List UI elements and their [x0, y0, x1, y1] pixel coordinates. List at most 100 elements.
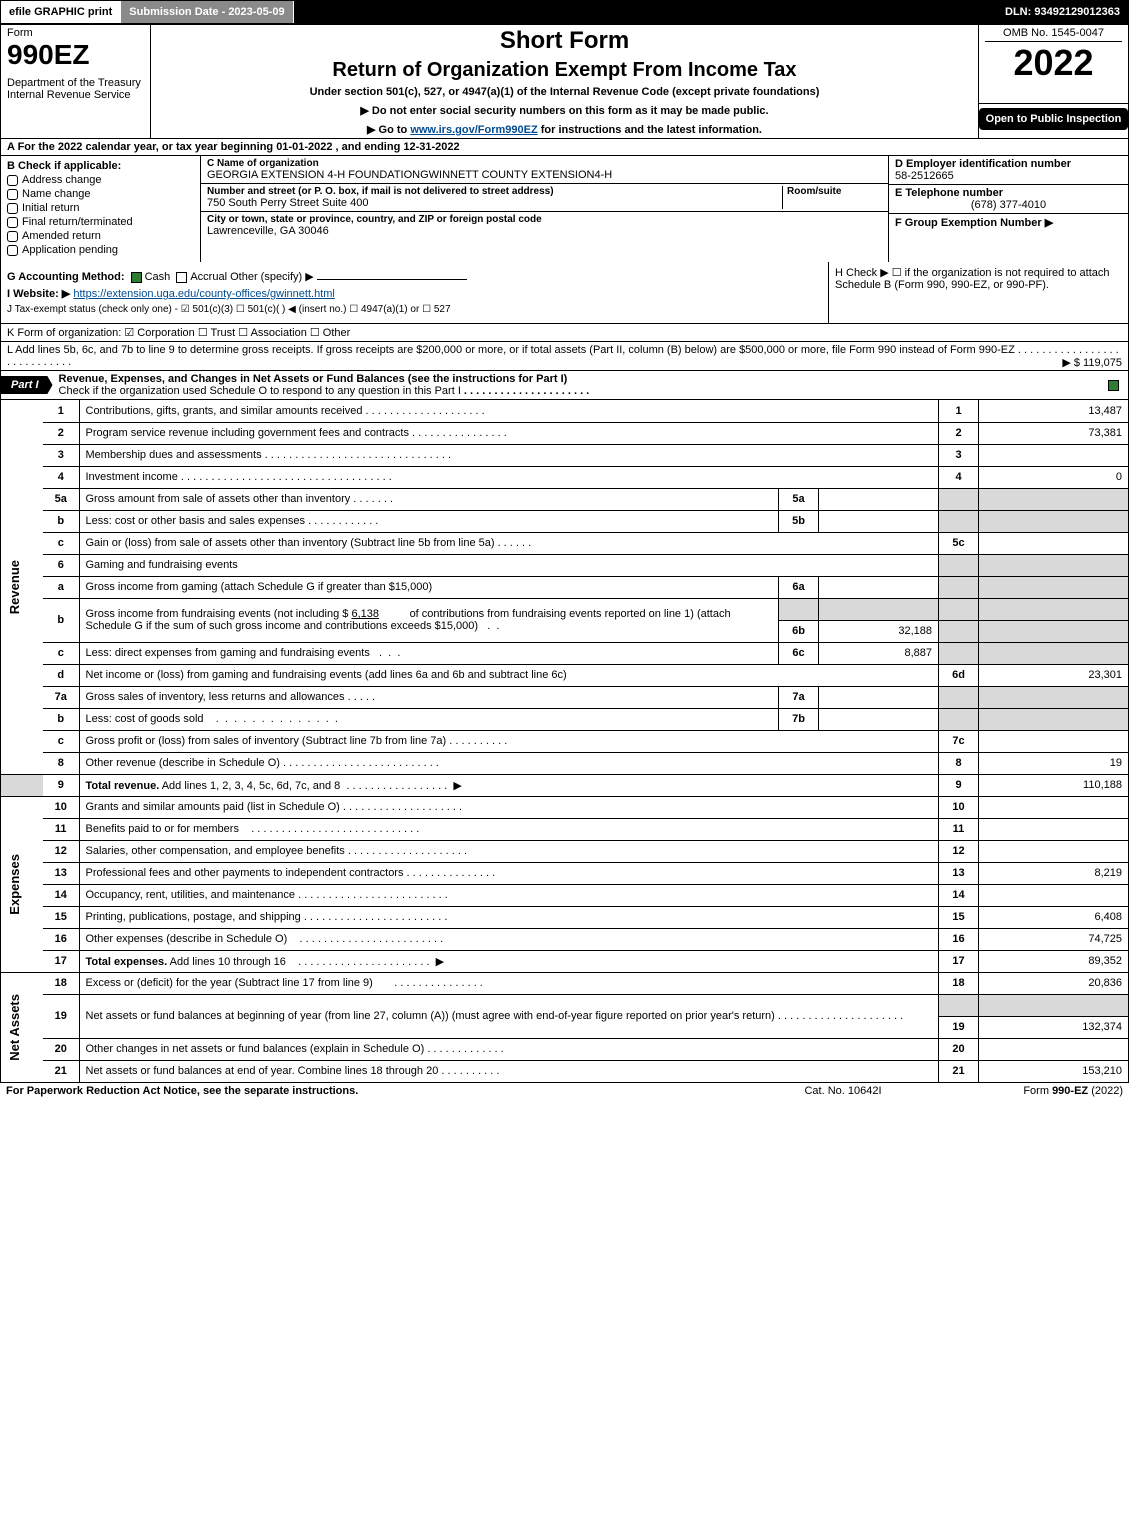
section-d-e-f: D Employer identification number 58-2512…: [888, 156, 1128, 262]
lbl-amended-return: Amended return: [22, 230, 101, 242]
open-public-box: Open to Public Inspection: [979, 108, 1128, 130]
lbl-initial-return: Initial return: [22, 202, 79, 214]
lbl-name-change: Name change: [22, 188, 91, 200]
gross-receipts-value: ▶ $ 119,075: [1062, 356, 1122, 369]
lbl-application-pending: Application pending: [22, 244, 118, 256]
street-label: Number and street (or P. O. box, if mail…: [207, 186, 782, 197]
line-6d: d Net income or (loss) from gaming and f…: [1, 664, 1129, 686]
top-bar: efile GRAPHIC print Submission Date - 20…: [0, 0, 1129, 24]
chk-application-pending[interactable]: [7, 245, 18, 256]
line-7a: 7a Gross sales of inventory, less return…: [1, 686, 1129, 708]
street-address: 750 South Perry Street Suite 400: [207, 197, 782, 209]
lbl-address-change: Address change: [22, 174, 102, 186]
line-5c: c Gain or (loss) from sale of assets oth…: [1, 532, 1129, 554]
chk-address-change[interactable]: [7, 175, 18, 186]
city-state-zip: Lawrenceville, GA 30046: [207, 225, 882, 237]
section-a: A For the 2022 calendar year, or tax yea…: [0, 139, 1129, 156]
line-6c: c Less: direct expenses from gaming and …: [1, 642, 1129, 664]
line-11: 11 Benefits paid to or for members . . .…: [1, 818, 1129, 840]
chk-amended-return[interactable]: [7, 231, 18, 242]
line-15: 15 Printing, publications, postage, and …: [1, 906, 1129, 928]
line-6a: a Gross income from gaming (attach Sched…: [1, 576, 1129, 598]
form-number: 990EZ: [7, 39, 144, 71]
line-9: 9 Total revenue. Total revenue. Add line…: [1, 774, 1129, 796]
short-form-title: Short Form: [157, 27, 972, 55]
part-1-sub: Check if the organization used Schedule …: [59, 385, 461, 397]
chk-schedule-o[interactable]: [1108, 380, 1119, 391]
lbl-final-return: Final return/terminated: [22, 216, 133, 228]
room-label: Room/suite: [787, 186, 882, 197]
section-g-h-i-j: G Accounting Method: Cash Accrual Other …: [0, 262, 1129, 324]
line-16: 16 Other expenses (describe in Schedule …: [1, 928, 1129, 950]
netassets-side-label: Net Assets: [7, 994, 22, 1061]
line-8: 8 Other revenue (describe in Schedule O)…: [1, 752, 1129, 774]
form-id-footer: Form 990-EZ (2022): [943, 1085, 1123, 1097]
line-3: 3 Membership dues and assessments . . . …: [1, 444, 1129, 466]
tax-year: 2022: [985, 42, 1122, 84]
subtitle: Under section 501(c), 527, or 4947(a)(1)…: [157, 86, 972, 98]
section-b-to-f: B Check if applicable: Address change Na…: [0, 156, 1129, 262]
line-13: 13 Professional fees and other payments …: [1, 862, 1129, 884]
phone-value: (678) 377-4010: [895, 199, 1122, 211]
chk-final-return[interactable]: [7, 217, 18, 228]
group-exemption-label: F Group Exemption Number ▶: [895, 216, 1122, 229]
revenue-side-label: Revenue: [7, 560, 22, 614]
section-k: K Form of organization: ☑ Corporation ☐ …: [0, 324, 1129, 342]
ein-label: D Employer identification number: [895, 158, 1122, 170]
line-7b: b Less: cost of goods sold . . . . . . .…: [1, 708, 1129, 730]
paperwork-notice: For Paperwork Reduction Act Notice, see …: [6, 1085, 743, 1097]
line-20: 20 Other changes in net assets or fund b…: [1, 1038, 1129, 1060]
section-b-title: B Check if applicable:: [7, 160, 194, 172]
chk-cash[interactable]: [131, 272, 142, 283]
line-6: 6 Gaming and fundraising events: [1, 554, 1129, 576]
ssn-warning: ▶ Do not enter social security numbers o…: [157, 104, 972, 117]
phone-label: E Telephone number: [895, 187, 1122, 199]
line-2: 2 Program service revenue including gove…: [1, 422, 1129, 444]
part-1-table: Revenue 1 Contributions, gifts, grants, …: [0, 400, 1129, 1083]
line-17: 17 Total expenses. Add lines 10 through …: [1, 950, 1129, 972]
line-6b: b Gross income from fundraising events (…: [1, 598, 1129, 620]
line-10: Expenses 10 Grants and similar amounts p…: [1, 796, 1129, 818]
org-name-label: C Name of organization: [207, 158, 882, 169]
ein-value: 58-2512665: [895, 170, 1122, 182]
chk-accrual[interactable]: [176, 272, 187, 283]
fundraising-amount: 6,138: [351, 608, 379, 620]
other-method-field[interactable]: [317, 279, 467, 280]
section-l: L Add lines 5b, 6c, and 7b to line 9 to …: [0, 342, 1129, 371]
line-5a: 5a Gross amount from sale of assets othe…: [1, 488, 1129, 510]
part-1-tag: Part I: [1, 376, 53, 394]
goto-instruction: ▶ Go to www.irs.gov/Form990EZ for instru…: [157, 123, 972, 136]
dln: DLN: 93492129012363: [997, 6, 1128, 18]
chk-initial-return[interactable]: [7, 203, 18, 214]
form-header: Form 990EZ Department of the Treasury In…: [0, 24, 1129, 139]
org-name: GEORGIA EXTENSION 4-H FOUNDATIONGWINNETT…: [207, 169, 882, 181]
expenses-side-label: Expenses: [7, 854, 22, 915]
section-h: H Check ▶ ☐ if the organization is not r…: [828, 262, 1128, 323]
submission-date: Submission Date - 2023-05-09: [121, 1, 293, 23]
irs-link[interactable]: www.irs.gov/Form990EZ: [410, 124, 537, 136]
line-5b: b Less: cost or other basis and sales ex…: [1, 510, 1129, 532]
section-g: G Accounting Method: Cash Accrual Other …: [7, 270, 822, 283]
section-j: J Tax-exempt status (check only one) - ☑…: [7, 304, 822, 315]
omb-number: OMB No. 1545-0047: [985, 27, 1122, 42]
part-1-header: Part I Revenue, Expenses, and Changes in…: [0, 371, 1129, 400]
cat-no: Cat. No. 10642I: [743, 1085, 943, 1097]
page-footer: For Paperwork Reduction Act Notice, see …: [0, 1083, 1129, 1099]
line-7c: c Gross profit or (loss) from sales of i…: [1, 730, 1129, 752]
part-1-title: Revenue, Expenses, and Changes in Net As…: [59, 373, 568, 385]
department: Department of the Treasury Internal Reve…: [7, 77, 144, 101]
line-12: 12 Salaries, other compensation, and emp…: [1, 840, 1129, 862]
return-title: Return of Organization Exempt From Incom…: [157, 59, 972, 82]
line-4: 4 Investment income . . . . . . . . . . …: [1, 466, 1129, 488]
efile-print[interactable]: efile GRAPHIC print: [1, 1, 121, 23]
section-c: C Name of organization GEORGIA EXTENSION…: [201, 156, 888, 262]
line-19-a: 19 Net assets or fund balances at beginn…: [1, 994, 1129, 1016]
line-21: 21 Net assets or fund balances at end of…: [1, 1060, 1129, 1082]
city-label: City or town, state or province, country…: [207, 214, 882, 225]
section-b: B Check if applicable: Address change Na…: [1, 156, 201, 262]
line-14: 14 Occupancy, rent, utilities, and maint…: [1, 884, 1129, 906]
website-link[interactable]: https://extension.uga.edu/county-offices…: [73, 288, 335, 300]
chk-name-change[interactable]: [7, 189, 18, 200]
form-word: Form: [7, 27, 144, 39]
line-18: Net Assets 18 Excess or (deficit) for th…: [1, 972, 1129, 994]
